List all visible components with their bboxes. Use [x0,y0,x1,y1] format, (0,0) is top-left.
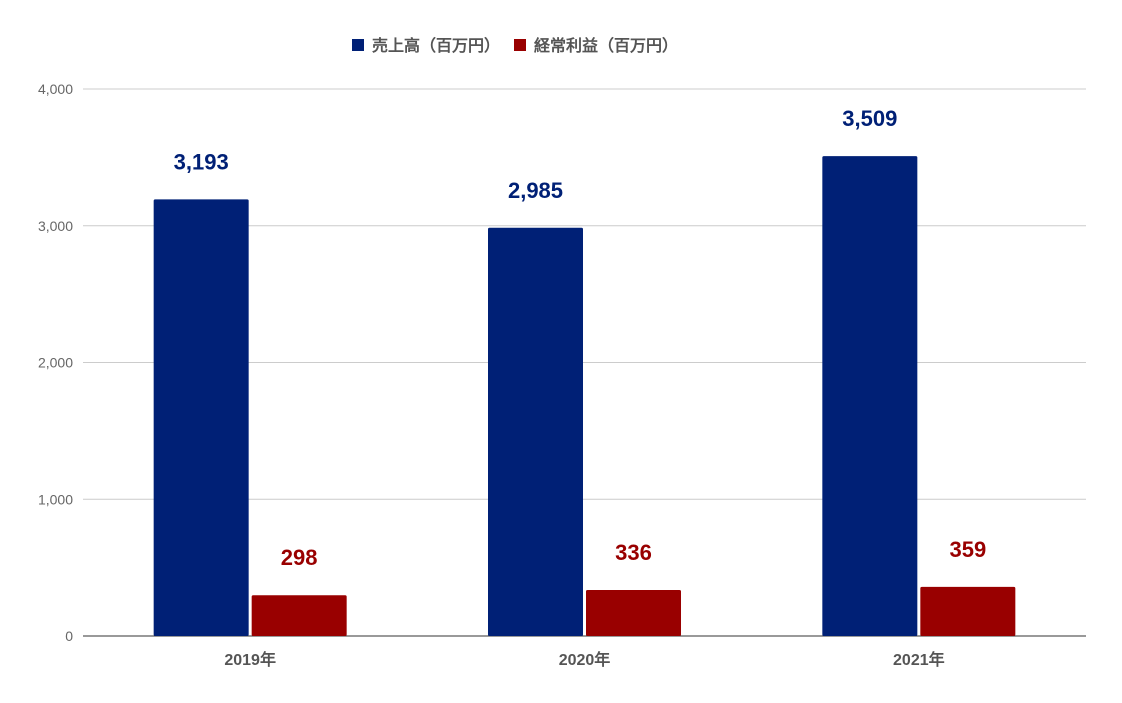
bar-series-2 [920,586,1016,636]
legend-label: 経常利益（百万円） [534,36,678,55]
legend-label: 売上高（百万円） [372,36,500,55]
x-tick-label: 2020年 [559,650,611,669]
y-tick-label: 0 [65,628,73,644]
data-label: 336 [615,540,652,565]
legend-swatch [352,39,364,51]
y-tick-label: 4,000 [38,81,73,97]
bar-series-1 [488,227,583,636]
data-label: 3,509 [842,106,897,131]
y-gridlines [83,88,1086,637]
y-tick-label: 1,000 [38,491,73,507]
y-tick-label: 2,000 [38,355,73,371]
x-tick-label: 2021年 [893,650,945,669]
y-tick-label: 3,000 [38,218,73,234]
data-label: 3,193 [174,149,229,174]
legend-swatch [514,39,526,51]
bar-series-1 [153,199,249,637]
bar-series-1 [822,156,918,636]
legend: 売上高（百万円） 経常利益（百万円） [352,36,678,55]
x-tick-label: 2019年 [224,650,276,669]
bar-series-2 [251,595,347,636]
data-label: 359 [949,537,986,562]
data-label: 298 [281,545,318,570]
data-label: 2,985 [508,178,563,203]
bar-series-2 [586,590,681,636]
